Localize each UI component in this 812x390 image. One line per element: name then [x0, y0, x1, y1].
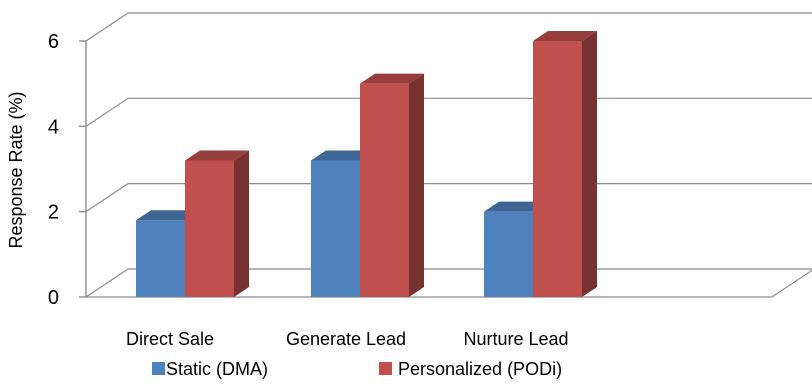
- gridline-depth: [85, 268, 129, 298]
- bar-front: [311, 160, 360, 297]
- legend-label: Static (DMA): [166, 359, 268, 379]
- y-axis-title: Response Rate (%): [6, 91, 26, 248]
- x-tick-label: Generate Lead: [286, 329, 406, 349]
- y-tick-label: 4: [48, 116, 59, 138]
- bar-side: [582, 30, 597, 297]
- bars: [136, 30, 597, 298]
- bar-front: [533, 40, 582, 297]
- bar: [533, 30, 597, 297]
- legend-swatch: [152, 362, 165, 375]
- bar-top: [185, 150, 249, 161]
- gridline-depth: [85, 183, 129, 213]
- x-tick-label: Direct Sale: [126, 329, 214, 349]
- y-tick-label: 2: [48, 202, 59, 224]
- bar: [360, 73, 424, 298]
- bar-front: [484, 211, 533, 297]
- floor-right-edge: [771, 269, 812, 298]
- legend-swatch: [379, 362, 392, 375]
- gridline-depth: [85, 97, 129, 127]
- bar-front: [360, 83, 409, 298]
- x-axis-labels: Direct Sale Generate Lead Nurture Lead: [126, 329, 569, 349]
- bar-top: [311, 150, 375, 161]
- legend-label: Personalized (PODi): [398, 359, 562, 379]
- bar-top: [360, 73, 424, 84]
- bar-top: [136, 210, 200, 221]
- y-tick-label: 0: [48, 287, 59, 309]
- bar-top: [533, 30, 597, 41]
- gridline-depth: [85, 12, 129, 42]
- x-tick-label: Nurture Lead: [463, 329, 568, 349]
- y-tick-label: 6: [48, 31, 59, 53]
- legend: Static (DMA) Personalized (PODi): [152, 359, 562, 379]
- bar-front: [136, 220, 185, 297]
- bar-side: [234, 150, 249, 297]
- bar-side: [409, 73, 424, 298]
- bar-top: [484, 201, 548, 212]
- bar-front: [185, 160, 234, 297]
- axes: 0 2 4 6: [48, 31, 87, 309]
- bar: [185, 150, 249, 297]
